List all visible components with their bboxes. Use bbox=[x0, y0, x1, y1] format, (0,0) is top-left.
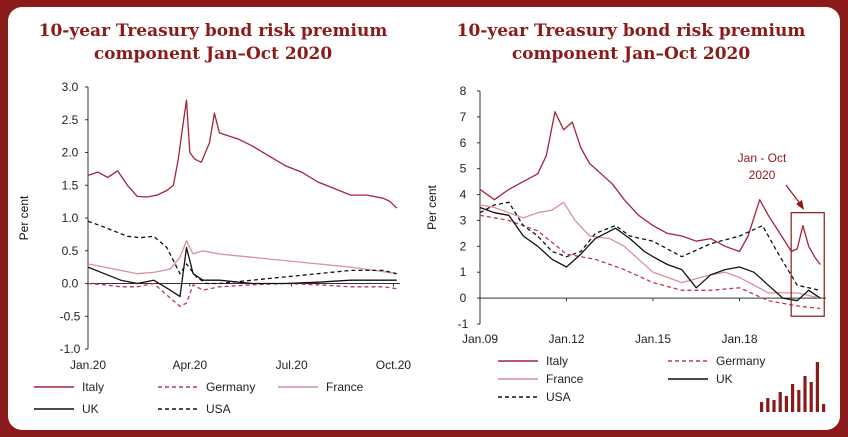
c2-series-line-france bbox=[479, 201, 821, 299]
c1-series-line-usa bbox=[87, 220, 397, 285]
c2-y-tick-label: 8 bbox=[460, 84, 467, 98]
c2-annotation-line-2: 2020 bbox=[749, 168, 776, 182]
bar-logo-icon bbox=[797, 390, 801, 412]
c1-y-tick-label: 1.5 bbox=[62, 178, 79, 192]
c1-legend-label-germany: Germany bbox=[206, 380, 255, 394]
c2-series-line-germany bbox=[479, 214, 821, 310]
c2-y-tick-label: 3 bbox=[460, 213, 467, 227]
c2-legend-label-usa: USA bbox=[546, 390, 571, 404]
c1-y-tick-label: 2.0 bbox=[62, 146, 79, 160]
right-chart-title: 10-year Treasury bond risk premium compo… bbox=[456, 21, 806, 64]
c1-series-line-france bbox=[87, 240, 397, 275]
c2-y-tick-label: 5 bbox=[460, 162, 467, 176]
c2-annotation-arrow-shaft bbox=[785, 184, 802, 206]
bar-logo-icon bbox=[766, 398, 770, 412]
figure-panel: 10-year Treasury bond risk premium compo… bbox=[8, 7, 840, 430]
c2-y-tick-label: 2 bbox=[460, 239, 467, 253]
c1-y-tick-label: -0.5 bbox=[60, 309, 81, 323]
c2-x-tick-label: Jan.12 bbox=[548, 332, 584, 346]
c1-x-tick-label: Apr.20 bbox=[172, 358, 207, 372]
c2-legend-label-germany: Germany bbox=[716, 354, 765, 368]
bar-logo-icon bbox=[772, 400, 776, 412]
c2-legend-label-france: France bbox=[546, 372, 584, 386]
c1-y-tick-label: 0.5 bbox=[62, 244, 79, 258]
c2-y-tick-label: 7 bbox=[460, 110, 467, 124]
c1-y-tick-label: -1.0 bbox=[60, 342, 81, 356]
c2-annotation-line-1: Jan - Oct bbox=[738, 151, 787, 165]
bar-logo-icon bbox=[815, 362, 819, 412]
c2-series-line-italy bbox=[479, 111, 821, 265]
c1-x-tick-label: Oct.20 bbox=[376, 358, 412, 372]
bar-logo-icon bbox=[803, 376, 807, 412]
c2-x-tick-label: Jan.18 bbox=[721, 332, 757, 346]
c1-y-tick-label: 2.5 bbox=[62, 113, 79, 127]
c1-x-tick-label: Jan.20 bbox=[70, 358, 106, 372]
c2-x-tick-label: Jan.15 bbox=[635, 332, 671, 346]
c1-legend-label-france: France bbox=[326, 380, 364, 394]
c1-series-line-italy bbox=[87, 99, 398, 209]
c2-y-tick-label: 4 bbox=[460, 188, 467, 202]
bar-logo-icon bbox=[822, 404, 826, 412]
c1-y-tick-label: 3.0 bbox=[62, 80, 79, 94]
bar-logo-icon bbox=[760, 402, 764, 412]
c1-legend-label-uk: UK bbox=[82, 402, 99, 416]
c2-series-line-uk bbox=[479, 206, 821, 302]
c2-y-axis-label: Per cent bbox=[425, 184, 439, 229]
bar-logo-icon bbox=[809, 382, 813, 412]
c2-legend-label-uk: UK bbox=[716, 372, 733, 386]
c1-series-line-uk bbox=[87, 246, 397, 298]
bar-logo-icon bbox=[778, 392, 782, 412]
c1-series-line-germany bbox=[87, 282, 397, 308]
c1-legend-label-usa: USA bbox=[206, 402, 231, 416]
c2-annotation-arrow-head bbox=[796, 200, 804, 210]
bar-logo-icon bbox=[784, 396, 788, 412]
c2-y-tick-label: 0 bbox=[460, 291, 467, 305]
c1-y-tick-label: 1.0 bbox=[62, 211, 79, 225]
c1-legend-label-italy: Italy bbox=[82, 380, 104, 394]
c2-y-tick-label: -1 bbox=[458, 317, 469, 331]
c1-x-tick-label: Jul.20 bbox=[276, 358, 308, 372]
c1-y-axis-label: Per cent bbox=[17, 195, 31, 240]
c2-series-line-usa bbox=[479, 201, 821, 291]
c2-y-tick-label: 1 bbox=[460, 265, 467, 279]
c2-highlight-box bbox=[790, 212, 825, 317]
charts-canvas: 3.0 2.5 2.0 1.5 1.0 0.5 0.0 -0.5 -1.0 Jan.20 Apr.2… bbox=[17, 80, 826, 416]
c2-y-tick-label: 6 bbox=[460, 136, 467, 150]
bar-logo-icon bbox=[791, 384, 795, 412]
left-chart-title: 10-year Treasury bond risk premium compo… bbox=[38, 21, 388, 64]
c2-legend-label-italy: Italy bbox=[546, 354, 568, 368]
c1-y-tick-label: 0.0 bbox=[62, 277, 79, 291]
c2-x-tick-label: Jan.09 bbox=[462, 332, 498, 346]
